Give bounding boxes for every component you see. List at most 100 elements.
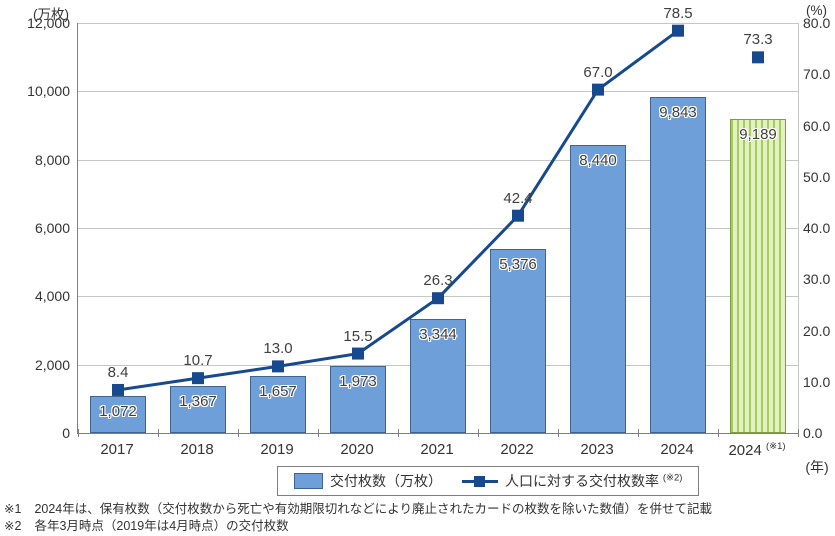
line-marker <box>192 372 204 385</box>
trend-line <box>117 29 679 392</box>
y-axis-label-right: 50.0 <box>803 168 831 185</box>
x-axis-label: 2018 <box>157 441 237 458</box>
x-axis-tick <box>77 429 79 437</box>
line-value-label: 42.4 <box>503 189 533 207</box>
x-axis-label: 2024 <box>637 441 717 458</box>
x-axis-label-text: 2019 <box>260 441 294 458</box>
x-axis-tick <box>797 429 799 437</box>
line-marker <box>112 383 124 396</box>
bar: 1,072 <box>90 396 146 433</box>
line-legend-label-text: 人口に対する交付枚数率 <box>505 473 659 489</box>
line-value-label: 8.4 <box>107 363 129 381</box>
footnote-1-text: 2024年は、保有枚数（交付枚数から死亡や有効期限切れなどにより廃止されたカード… <box>34 502 712 516</box>
left-axis-unit: (万枚) <box>33 7 69 22</box>
x-axis-label: 2024 (※1) <box>717 441 797 459</box>
x-axis-label-text: 2024 <box>728 442 762 459</box>
footnote-2-marker: ※2 <box>4 519 22 533</box>
y-axis-label-right: 20.0 <box>803 322 831 339</box>
x-axis-label: 2021 <box>397 441 477 458</box>
bar-legend-label: 交付枚数（万枚） <box>330 473 442 489</box>
line-marker <box>672 24 684 37</box>
bar: 9,843 <box>650 96 706 433</box>
x-axis-label: 2017 <box>77 441 157 458</box>
x-axis-label-text: 2024 <box>660 441 694 458</box>
line-legend-marker-icon <box>474 475 485 487</box>
plot-area: 1,072 1,367 1,657 1,973 3,344 5,376 8,440 9,843… <box>77 5 799 437</box>
line-legend-label: 人口に対する交付枚数率 (※2) <box>505 471 682 491</box>
bar-value-label: 1,072 <box>99 403 137 421</box>
line-series <box>112 24 764 396</box>
x-axis-label: 2019 <box>237 441 317 458</box>
line-value-label: 10.7 <box>183 352 213 370</box>
x-axis-unit: (年) <box>805 459 829 475</box>
x-axis-label-text: 2017 <box>100 441 134 458</box>
gridline <box>78 159 798 161</box>
x-axis-tick <box>237 429 239 437</box>
line-value-label: 26.3 <box>423 272 453 290</box>
bar-value-label: 3,344 <box>419 325 457 343</box>
x-axis-tick <box>317 429 319 437</box>
bar: 5,376 <box>490 249 546 433</box>
right-axis-unit: (%) <box>806 3 827 18</box>
x-axis-tick <box>557 429 559 437</box>
x-axis-tick <box>157 429 159 437</box>
bar: 8,440 <box>570 144 626 433</box>
bar: 3,344 <box>410 318 466 433</box>
x-axis-tick <box>717 429 719 437</box>
x-axis-label-text: 2021 <box>420 441 454 458</box>
gridline <box>78 91 798 93</box>
y-axis-label-left: 12,000 <box>27 15 70 31</box>
line-marker <box>352 347 364 360</box>
line-value-label: 13.0 <box>263 340 293 358</box>
y-axis-label-right: 30.0 <box>803 271 831 288</box>
footnote-2-text: 各年3月時点（2019年は4月時点）の交付枚数 <box>34 519 289 533</box>
line-value-label: 67.0 <box>583 63 613 81</box>
legend: 交付枚数（万枚） 人口に対する交付枚数率 (※2) <box>277 466 700 496</box>
y-axis-label-left: 6,000 <box>34 220 70 236</box>
y-axis-label-left: 8,000 <box>34 151 70 168</box>
y-axis-label-left: 10,000 <box>27 83 70 100</box>
footnote-1-marker: ※1 <box>4 502 22 516</box>
x-axis-label-text: 2018 <box>180 441 214 458</box>
y-axis-label-left: 0 <box>62 425 70 441</box>
y-axis-label-right: 80.0 <box>803 15 831 31</box>
line-marker <box>752 51 764 64</box>
x-axis-label-text: 2023 <box>580 441 614 458</box>
bar-value-label: 9,189 <box>739 126 777 144</box>
x-axis-label-sup: (※1) <box>765 441 786 452</box>
y-axis-label-right: 60.0 <box>803 117 831 134</box>
footnote-1: ※1 2024年は、保有枚数（交付枚数から死亡や有効期限切れなどにより廃止された… <box>4 501 712 518</box>
x-axis-label: 2020 <box>317 441 397 458</box>
x-axis-label-text: 2020 <box>340 441 374 458</box>
y-axis-label-left: 2,000 <box>34 356 70 373</box>
bar: 1,367 <box>170 386 226 433</box>
line-legend-glyph <box>462 475 498 488</box>
bar-value-label: 8,440 <box>579 151 617 169</box>
gridline <box>78 228 798 229</box>
x-axis-tick <box>397 429 399 437</box>
bar-value-label: 9,843 <box>659 103 697 121</box>
line-value-label: 78.5 <box>663 4 693 22</box>
legend-item-line: 人口に対する交付枚数率 (※2) <box>462 471 682 491</box>
line-marker <box>272 360 284 373</box>
gridline <box>78 23 798 24</box>
line-legend-label-sup: (※2) <box>662 472 683 484</box>
x-axis-tick <box>477 429 479 437</box>
line-value-label: 73.3 <box>743 31 773 49</box>
bar-value-label: 5,376 <box>499 256 537 274</box>
bar-legend-swatch <box>294 473 323 489</box>
bar: 1,973 <box>330 365 386 433</box>
bar-value-label: 1,367 <box>179 393 217 411</box>
x-axis-label: 2022 <box>477 441 557 458</box>
line-marker <box>432 292 444 305</box>
y-axis-label-right: 70.0 <box>803 66 831 83</box>
footnote-2: ※2 各年3月時点（2019年は4月時点）の交付枚数 <box>4 518 712 535</box>
y-axis-label-right: 40.0 <box>803 220 831 236</box>
y-axis-label-right: 10.0 <box>803 373 831 390</box>
bar-value-label: 1,657 <box>259 383 297 401</box>
line-value-label: 15.5 <box>343 327 373 345</box>
x-axis-label: 2023 <box>557 441 637 458</box>
x-axis-tick <box>637 429 639 437</box>
x-axis-label-text: 2022 <box>500 441 534 458</box>
